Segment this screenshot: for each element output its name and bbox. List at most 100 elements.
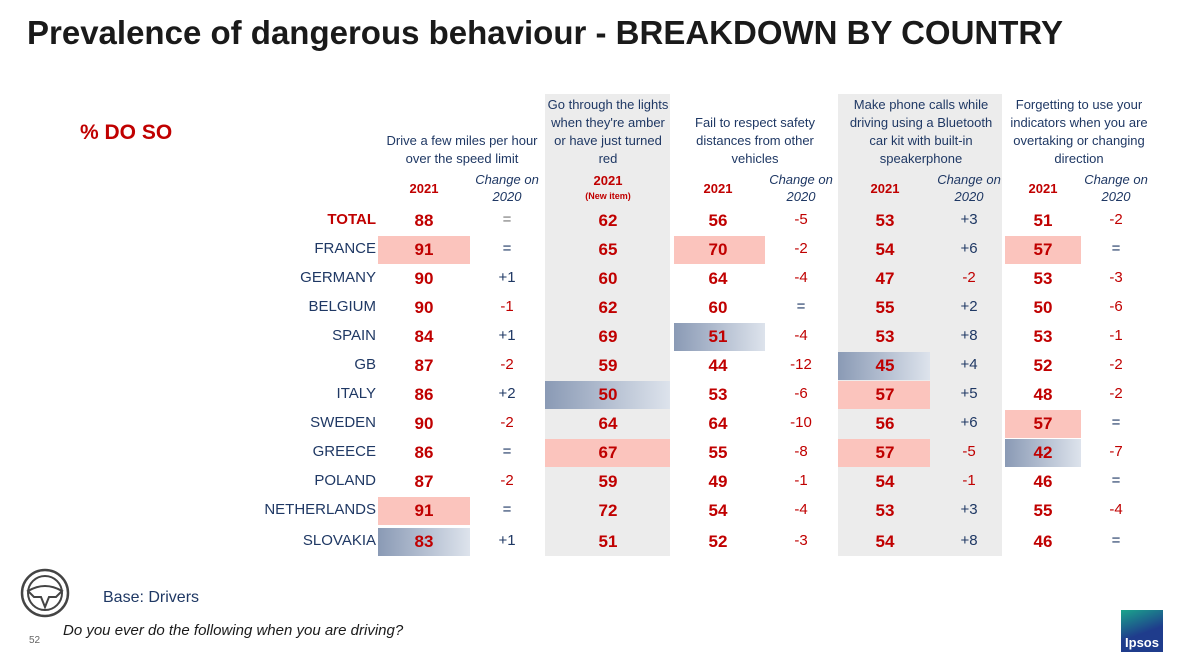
highlight <box>545 439 670 467</box>
value-2021: 87 <box>414 472 434 491</box>
row-label: SWEDEN <box>310 414 376 431</box>
row-label: TOTAL <box>327 211 376 228</box>
change-value: -2 <box>500 356 514 373</box>
value-2021: 42 <box>1033 443 1053 462</box>
value-2021: 51 <box>1033 211 1053 230</box>
highlight <box>1005 439 1081 467</box>
value-2021: 49 <box>708 472 728 491</box>
value-2021: 53 <box>875 211 895 230</box>
change-value: +6 <box>960 240 978 257</box>
change-value: = <box>502 443 512 460</box>
value-2021: 54 <box>875 240 895 259</box>
value-2021: 53 <box>1033 269 1053 288</box>
value-2021: 88 <box>414 211 434 230</box>
highlight <box>545 381 670 409</box>
change-value: -7 <box>1109 443 1123 460</box>
highlight <box>838 352 930 380</box>
highlight <box>838 381 930 409</box>
change-value: +8 <box>960 532 978 549</box>
value-2021: 53 <box>875 501 895 520</box>
change-value: +2 <box>498 385 516 402</box>
change-value: -12 <box>790 356 812 373</box>
steering-wheel-icon <box>20 568 70 618</box>
value-2021: 51 <box>708 327 728 346</box>
value-2021: 57 <box>1033 240 1053 259</box>
value-2021: 46 <box>1033 472 1053 491</box>
value-2021: 53 <box>1033 327 1053 346</box>
value-2021: 70 <box>708 240 728 259</box>
change-value: -6 <box>1109 298 1123 315</box>
row-label: ITALY <box>336 385 376 402</box>
change-value: = <box>1111 532 1121 549</box>
value-2021: 87 <box>414 356 434 375</box>
row-label: SPAIN <box>332 327 376 344</box>
value-2021: 55 <box>875 298 895 317</box>
change-value: -4 <box>1109 501 1123 518</box>
value-2021: 53 <box>708 385 728 404</box>
logo: Ipsos <box>1121 610 1163 652</box>
row-label: BELGIUM <box>308 298 376 315</box>
value-2021: 47 <box>875 269 895 288</box>
row-label: SLOVAKIA <box>302 532 376 549</box>
value-2021: 44 <box>708 356 728 375</box>
column-header: Fail to respect safety distances from ot… <box>695 115 815 166</box>
value-2021: 65 <box>598 240 618 259</box>
value-2021: 64 <box>708 414 728 433</box>
change-value: -2 <box>1109 211 1123 228</box>
change-value: = <box>1111 472 1121 489</box>
value-2021: 57 <box>875 385 895 404</box>
change-value: -1 <box>962 472 976 489</box>
value-2021: 60 <box>598 269 618 288</box>
highlight <box>378 528 470 556</box>
change-value: +5 <box>960 385 978 402</box>
value-2021: 53 <box>875 327 895 346</box>
value-2021: 59 <box>598 472 618 491</box>
row-label: POLAND <box>314 472 376 489</box>
change-value: -2 <box>1109 356 1123 373</box>
value-2021: 48 <box>1033 385 1053 404</box>
value-2021: 90 <box>414 298 434 317</box>
change-value: +6 <box>960 414 978 431</box>
change-value: -2 <box>1109 385 1123 402</box>
year-label: 2021 <box>409 181 439 196</box>
title: Prevalence of dangerous behaviour - BREA… <box>27 14 1064 51</box>
change-value: +2 <box>960 298 978 315</box>
value-2021: 72 <box>598 501 618 520</box>
row-label: GREECE <box>312 443 376 460</box>
new-item-note: (New item) <box>585 191 631 201</box>
highlight <box>674 236 765 264</box>
highlight <box>674 323 765 351</box>
change-value: -4 <box>794 501 808 518</box>
column-header: Make phone calls while driving using a B… <box>849 97 993 166</box>
value-2021: 55 <box>1033 501 1053 520</box>
value-2021: 90 <box>414 269 434 288</box>
change-label: Change on 2020 <box>1084 172 1148 204</box>
value-2021: 51 <box>598 532 618 551</box>
column-header: Drive a few miles per hour over the spee… <box>386 133 538 166</box>
change-value: -6 <box>794 385 808 402</box>
value-2021: 91 <box>414 501 434 520</box>
value-2021: 55 <box>708 443 728 462</box>
value-2021: 83 <box>414 532 434 551</box>
value-2021: 54 <box>875 472 895 491</box>
value-2021: 91 <box>414 240 434 259</box>
value-2021: 64 <box>598 414 618 433</box>
page-number: 52 <box>29 635 41 646</box>
value-2021: 86 <box>414 443 434 462</box>
value-2021: 62 <box>598 298 618 317</box>
change-value: -2 <box>500 472 514 489</box>
change-value: = <box>1111 414 1121 431</box>
column-header: Go through the lights when they're amber… <box>547 97 669 166</box>
value-2021: 52 <box>1033 356 1053 375</box>
change-value: -3 <box>794 532 808 549</box>
value-2021: 50 <box>598 385 618 404</box>
highlight <box>838 439 930 467</box>
change-value: = <box>502 501 512 518</box>
change-value: -4 <box>794 327 808 344</box>
value-2021: 59 <box>598 356 618 375</box>
row-label: GB <box>354 356 376 373</box>
highlight <box>378 497 470 525</box>
column-band <box>838 94 1002 556</box>
change-label: Change on 2020 <box>475 172 539 204</box>
